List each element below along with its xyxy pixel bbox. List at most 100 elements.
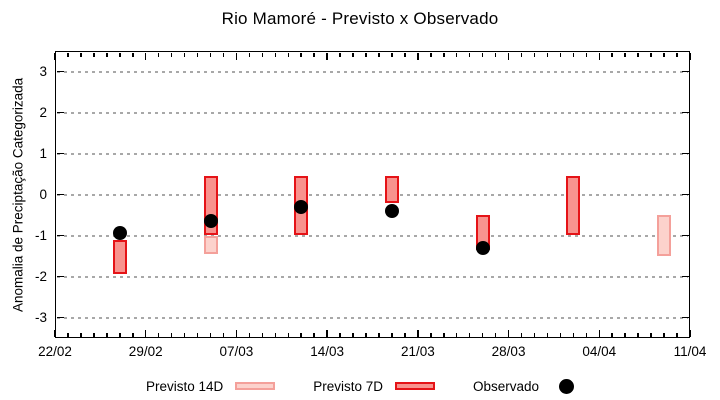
x-minor-tick bbox=[378, 52, 380, 57]
y-tick-label: -3 bbox=[34, 309, 47, 325]
x-minor-tick bbox=[313, 52, 315, 57]
x-minor-tick bbox=[274, 332, 277, 337]
x-major-tick bbox=[235, 52, 238, 60]
x-minor-tick bbox=[585, 52, 588, 57]
x-minor-tick bbox=[468, 52, 471, 57]
x-minor-tick bbox=[494, 52, 497, 57]
x-minor-tick bbox=[67, 52, 69, 57]
x-minor-tick bbox=[132, 52, 134, 57]
x-minor-tick bbox=[300, 52, 302, 57]
x-minor-tick bbox=[248, 332, 251, 337]
x-minor-tick bbox=[352, 332, 354, 337]
y-tick-mark bbox=[681, 193, 689, 196]
x-minor-tick bbox=[391, 52, 393, 57]
y-tick-mark bbox=[681, 152, 689, 155]
legend: Previsto 14D Previsto 7D Observado bbox=[0, 374, 720, 398]
observed-dot bbox=[112, 226, 127, 241]
x-minor-tick bbox=[481, 332, 484, 337]
y-tick-mark bbox=[56, 234, 64, 237]
x-minor-tick bbox=[93, 52, 95, 57]
x-minor-tick bbox=[157, 332, 160, 337]
x-minor-tick bbox=[196, 332, 199, 337]
y-tick-label: 0 bbox=[39, 186, 47, 202]
gridline bbox=[57, 70, 688, 73]
y-tick-mark bbox=[681, 316, 689, 319]
legend-dot-icon bbox=[559, 378, 575, 394]
x-major-tick bbox=[417, 52, 419, 60]
y-tick-mark bbox=[681, 275, 689, 278]
x-minor-tick bbox=[676, 332, 678, 337]
x-minor-tick bbox=[637, 52, 639, 57]
x-major-tick bbox=[598, 329, 601, 337]
x-minor-tick bbox=[313, 332, 315, 337]
x-minor-tick bbox=[663, 332, 665, 337]
x-minor-tick bbox=[650, 52, 652, 57]
x-minor-tick bbox=[222, 52, 225, 57]
y-tick-label: -2 bbox=[34, 268, 47, 284]
x-minor-tick bbox=[404, 52, 406, 57]
x-major-tick bbox=[326, 52, 328, 60]
x-minor-tick bbox=[624, 52, 626, 57]
x-minor-tick bbox=[559, 52, 562, 57]
x-minor-tick bbox=[559, 332, 562, 337]
y-tick-mark bbox=[56, 111, 64, 114]
gridline bbox=[57, 234, 688, 237]
x-minor-tick bbox=[430, 332, 432, 337]
x-major-tick bbox=[507, 329, 510, 337]
gridline bbox=[57, 111, 688, 114]
x-minor-tick bbox=[443, 332, 445, 337]
legend-item: Previsto 7D bbox=[313, 379, 436, 394]
x-minor-tick bbox=[274, 52, 277, 57]
x-minor-tick bbox=[468, 332, 471, 337]
x-minor-tick bbox=[300, 332, 302, 337]
x-minor-tick bbox=[106, 332, 108, 337]
y-tick-mark bbox=[56, 70, 64, 73]
observed-dot bbox=[294, 199, 309, 214]
x-minor-tick bbox=[261, 332, 264, 337]
y-tick-label: -1 bbox=[34, 227, 47, 243]
x-minor-tick bbox=[533, 332, 536, 337]
x-minor-tick bbox=[572, 332, 575, 337]
x-major-tick bbox=[689, 329, 691, 337]
gridline bbox=[57, 152, 688, 155]
x-minor-tick bbox=[378, 332, 380, 337]
x-minor-tick bbox=[585, 332, 588, 337]
x-major-tick bbox=[235, 329, 238, 337]
x-tick-label: 28/03 bbox=[491, 344, 526, 359]
y-tick-label: 3 bbox=[39, 63, 47, 79]
x-major-tick bbox=[54, 329, 56, 337]
x-minor-tick bbox=[157, 52, 160, 57]
x-minor-tick bbox=[546, 52, 549, 57]
x-minor-tick bbox=[67, 332, 69, 337]
x-minor-tick bbox=[455, 52, 458, 57]
x-minor-tick bbox=[339, 52, 341, 57]
x-minor-tick bbox=[365, 52, 367, 57]
x-major-tick bbox=[54, 52, 56, 60]
y-tick-mark bbox=[56, 152, 64, 155]
y-tick-mark bbox=[56, 316, 64, 319]
previsto-7d-bar bbox=[112, 239, 127, 275]
x-minor-tick bbox=[80, 52, 82, 57]
x-minor-tick bbox=[287, 332, 289, 337]
x-minor-tick bbox=[637, 332, 639, 337]
gridline bbox=[57, 275, 688, 278]
x-minor-tick bbox=[106, 52, 108, 57]
x-tick-label: 21/03 bbox=[400, 344, 435, 359]
x-tick-label: 07/03 bbox=[219, 344, 254, 359]
x-minor-tick bbox=[520, 332, 523, 337]
x-minor-tick bbox=[611, 52, 613, 57]
x-minor-tick bbox=[80, 332, 82, 337]
x-minor-tick bbox=[209, 52, 212, 57]
previsto-7d-bar bbox=[384, 176, 399, 203]
legend-swatch bbox=[235, 382, 276, 390]
x-minor-tick bbox=[339, 332, 341, 337]
x-tick-label: 11/04 bbox=[673, 344, 707, 359]
x-minor-tick bbox=[209, 332, 212, 337]
x-minor-tick bbox=[546, 332, 549, 337]
y-tick-mark bbox=[56, 275, 64, 278]
x-major-tick bbox=[144, 52, 147, 60]
x-minor-tick bbox=[93, 332, 95, 337]
x-minor-tick bbox=[624, 332, 626, 337]
plot-area bbox=[55, 51, 690, 338]
legend-label: Observado bbox=[473, 378, 540, 394]
